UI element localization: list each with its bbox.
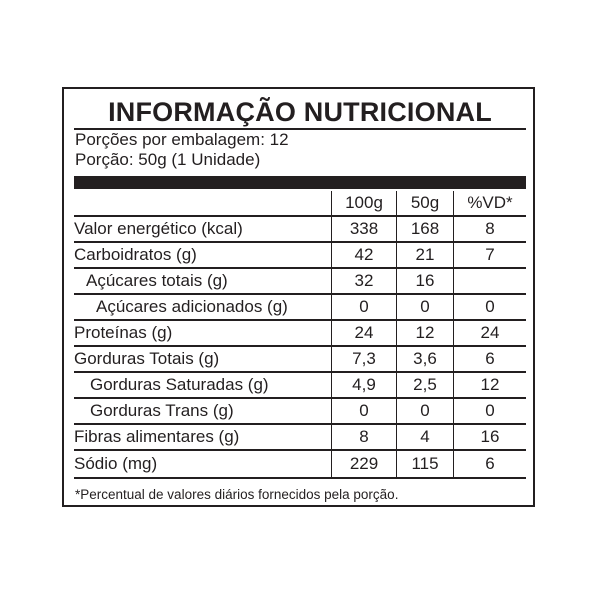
value-100g: 229 [331, 450, 397, 479]
value-50g: 12 [396, 320, 454, 347]
nutrient-label: Açúcares totais (g) [74, 268, 332, 295]
table-row: Açúcares adicionados (g) 0 0 0 [74, 294, 526, 321]
value-50g: 168 [396, 216, 454, 243]
value-100g: 32 [331, 268, 397, 295]
value-100g: 0 [331, 294, 397, 321]
serving-size: Porção: 50g (1 Unidade) [75, 150, 261, 169]
value-100g: 42 [331, 242, 397, 269]
value-100g: 0 [331, 398, 397, 425]
nutrient-label: Gorduras Saturadas (g) [74, 372, 332, 399]
value-vd: 16 [453, 424, 526, 451]
value-50g: 115 [396, 450, 454, 479]
value-100g: 8 [331, 424, 397, 451]
header-100g: 100g [331, 191, 397, 217]
value-vd: 8 [453, 216, 526, 243]
nutrient-label: Gorduras Trans (g) [74, 398, 332, 425]
table-row: Gorduras Trans (g) 0 0 0 [74, 398, 526, 425]
table-row: Sódio (mg) 229 115 6 [74, 450, 526, 479]
header-vd: %VD* [453, 191, 526, 217]
header-blank [74, 191, 332, 217]
table-row: Valor energético (kcal) 338 168 8 [74, 216, 526, 243]
value-50g: 0 [396, 398, 454, 425]
value-100g: 338 [331, 216, 397, 243]
value-50g: 3,6 [396, 346, 454, 373]
table-header: 100g 50g %VD* [74, 191, 526, 217]
servings-per-package: Porções por embalagem: 12 [75, 130, 289, 149]
table-row: Carboidratos (g) 42 21 7 [74, 242, 526, 269]
value-50g: 4 [396, 424, 454, 451]
nutrition-table: 100g 50g %VD* Valor energético (kcal) 338… [74, 191, 526, 479]
value-50g: 21 [396, 242, 454, 269]
table-row: Gorduras Totais (g) 7,3 3,6 6 [74, 346, 526, 373]
footnote: *Percentual de valores diários fornecido… [75, 487, 399, 502]
nutrient-label: Valor energético (kcal) [74, 216, 332, 243]
nutrient-label: Fibras alimentares (g) [74, 424, 332, 451]
header-50g: 50g [396, 191, 454, 217]
table-row: Proteínas (g) 24 12 24 [74, 320, 526, 347]
nutrient-label: Açúcares adicionados (g) [74, 294, 332, 321]
value-vd: 0 [453, 294, 526, 321]
table-row: Gorduras Saturadas (g) 4,9 2,5 12 [74, 372, 526, 399]
table-row: Açúcares totais (g) 32 16 [74, 268, 526, 295]
value-100g: 4,9 [331, 372, 397, 399]
value-vd: 6 [453, 346, 526, 373]
value-100g: 24 [331, 320, 397, 347]
value-50g: 0 [396, 294, 454, 321]
value-vd: 12 [453, 372, 526, 399]
value-vd [453, 268, 526, 295]
label-title: INFORMAÇÃO NUTRICIONAL [74, 89, 526, 130]
divider-bar [74, 176, 526, 189]
value-100g: 7,3 [331, 346, 397, 373]
nutrition-label: INFORMAÇÃO NUTRICIONAL Porções por embal… [62, 87, 535, 507]
table-row: Fibras alimentares (g) 8 4 16 [74, 424, 526, 451]
nutrient-label: Carboidratos (g) [74, 242, 332, 269]
value-vd: 0 [453, 398, 526, 425]
value-50g: 16 [396, 268, 454, 295]
value-50g: 2,5 [396, 372, 454, 399]
value-vd: 6 [453, 450, 526, 479]
nutrient-label: Proteínas (g) [74, 320, 332, 347]
value-vd: 24 [453, 320, 526, 347]
nutrient-label: Gorduras Totais (g) [74, 346, 332, 373]
nutrient-label: Sódio (mg) [74, 450, 332, 479]
value-vd: 7 [453, 242, 526, 269]
